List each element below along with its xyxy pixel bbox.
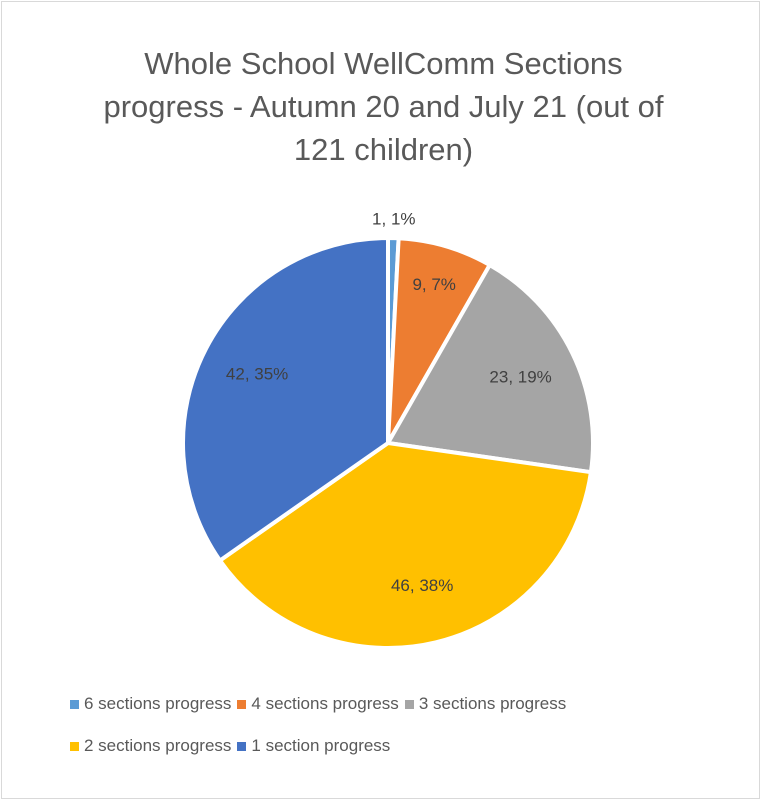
legend-swatch	[70, 699, 79, 709]
legend-label: 2 sections progress	[84, 736, 232, 755]
legend-item: 1 section progress	[237, 732, 390, 760]
legend-item: 3 sections progress	[404, 690, 567, 718]
data-label: 9, 7%	[412, 275, 455, 294]
legend-label: 6 sections progress	[84, 694, 232, 713]
data-label: 1, 1%	[372, 210, 415, 229]
legend-swatch	[404, 699, 414, 709]
chart-title: Whole School WellComm Sections progress …	[103, 46, 664, 167]
pie-slice	[217, 440, 594, 650]
pie-slice	[384, 262, 595, 475]
legend-item: 2 sections progress	[70, 732, 231, 760]
data-label: 46, 38%	[391, 576, 453, 595]
pie-slice	[181, 235, 390, 564]
legend-swatch	[237, 699, 247, 709]
data-label: 23, 19%	[489, 368, 551, 387]
legend: 6 sections progress 4 sections progress 3 …	[70, 690, 730, 774]
legend-swatch	[70, 741, 79, 751]
data-label: 42, 35%	[226, 364, 288, 383]
legend-label: 4 sections progress	[251, 694, 399, 713]
legend-swatch	[237, 741, 247, 751]
legend-item: 6 sections progress	[70, 690, 231, 718]
legend-label: 3 sections progress	[418, 694, 567, 713]
legend-item: 4 sections progress	[237, 690, 399, 718]
legend-label: 1 section progress	[251, 736, 391, 755]
